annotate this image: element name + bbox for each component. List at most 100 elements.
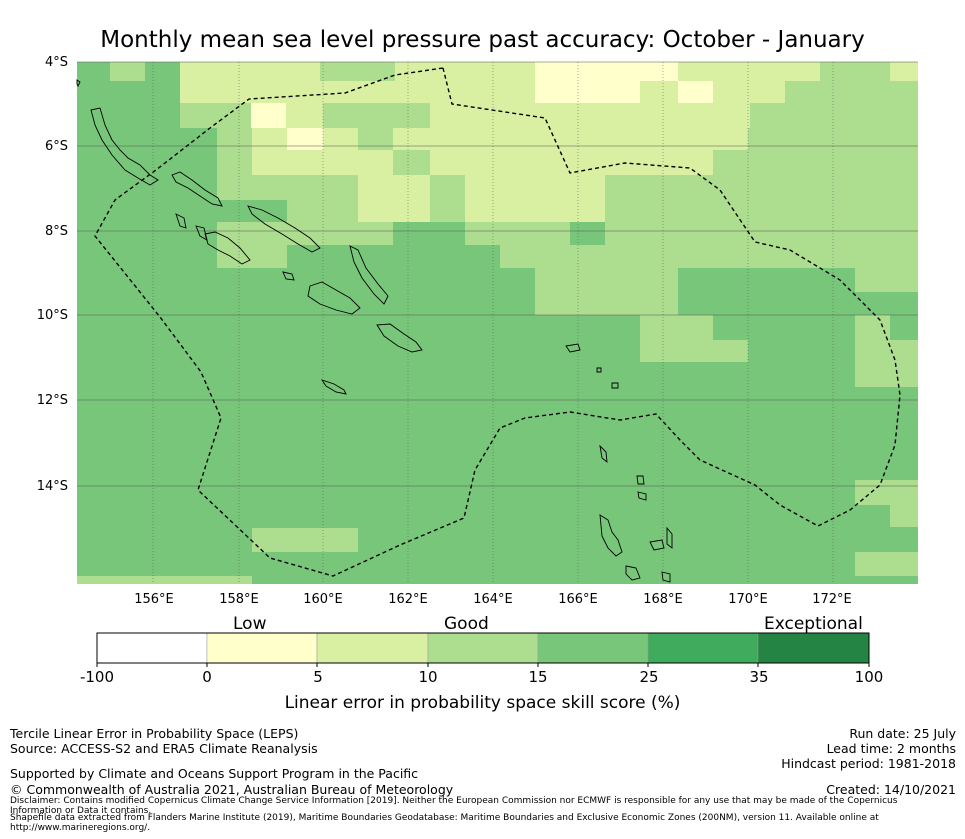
colorbar-tick: 100 [854,668,884,686]
island-outline [637,491,647,501]
island-outline [661,571,671,583]
colorbar-label-good: Good [444,614,489,634]
colorbar [96,632,870,667]
colorbar-frame [96,632,870,664]
lon-label-166e: 166°E [558,592,598,607]
colorbar-segment [316,632,429,664]
lon-label-164e: 164°E [473,592,513,607]
island-outline [565,343,581,353]
island-outline [636,475,645,485]
skill-cell [785,268,855,292]
skill-cell [605,292,678,315]
colorbar-tick: 10 [418,668,438,686]
footer-lead-time: Lead time: 2 months [826,741,956,756]
island-outline [282,271,295,281]
skill-cell [145,62,180,81]
island-outline [599,444,608,464]
footer-created: Created: 14/10/2021 [826,782,956,797]
skill-cell [252,175,287,200]
lon-label-168e: 168°E [643,592,683,607]
island-outline [649,539,665,551]
chart-title: Monthly mean sea level pressure past acc… [100,27,865,53]
skill-cell [500,245,535,268]
skill-cell [430,175,465,222]
colorbar-tick: 5 [313,668,323,686]
skill-cell [287,222,393,245]
skill-cell [820,62,890,81]
disclaimer-line-1: Disclaimer: Contains modified Copernicus… [10,796,898,806]
footer-method: Tercile Linear Error in Probability Spac… [10,726,299,741]
footer-run-date: Run date: 25 July [849,726,956,741]
lat-label-10s: 10°S [36,308,68,323]
skill-cell [358,103,393,150]
skill-cell [890,62,918,81]
footer-source: Source: ACCESS-S2 and ERA5 Climate Reana… [10,741,318,756]
skill-cell [287,128,323,150]
colorbar-segment [427,632,539,664]
island-outline [90,107,159,186]
colorbar-segment [96,632,208,664]
skill-cell [252,528,358,552]
lon-label-158e: 158°E [219,592,259,607]
skill-cell [393,200,430,222]
skill-cell [640,81,678,103]
colorbar-tick: -100 [79,668,115,686]
island-outline [76,79,81,88]
island-outline [599,514,623,557]
colorbar-tick: 35 [749,668,769,686]
skill-cell [217,128,252,175]
skill-grid-cells [77,62,918,584]
skill-cell [320,62,395,81]
lat-label-12s: 12°S [36,393,68,408]
colorbar-segment [647,632,759,664]
skill-cell [750,103,785,128]
skill-cell [855,552,918,576]
island-outline [596,367,602,373]
skill-cell [77,576,252,584]
island-outline [171,171,223,207]
skill-cell [640,340,748,362]
skill-cell [890,505,918,527]
lat-label-8s: 8°S [44,224,68,239]
skill-cell [286,103,323,128]
lon-label-160e: 160°E [303,592,343,607]
skill-cell [358,175,393,222]
skill-cell [890,576,918,584]
eez-boundary [94,67,901,577]
skill-cell [570,175,605,222]
footer-hindcast: Hindcast period: 1981-2018 [781,756,956,771]
skill-cell [855,340,918,387]
island-outline [307,281,361,315]
skill-cell [287,175,358,222]
skill-cell [430,128,748,175]
skill-cell [678,81,713,103]
skill-cell [465,222,570,245]
skill-cell [605,268,678,292]
shapefile-line-1: Shapefile data extracted from Flanders M… [10,813,879,823]
skill-cell [217,222,287,268]
colorbar-tick: 0 [202,668,212,686]
colorbar-tick: 15 [528,668,548,686]
colorbar-tick: 25 [639,668,659,686]
island-outline [611,382,619,389]
skill-cell [430,103,785,128]
skill-cell [678,268,785,292]
skill-cell [785,81,918,128]
footer-supported: Supported by Climate and Oceans Support … [10,766,419,781]
skill-cell [855,505,890,527]
skill-cell [890,315,918,340]
skill-cell [251,103,286,128]
skill-cell [855,315,890,340]
skill-cell [535,245,605,315]
skill-cell [393,150,430,175]
islands [76,79,673,583]
island-outline [204,231,251,265]
skill-cell [217,175,252,200]
lat-label-4s: 4°S [44,55,68,70]
colorbar-label-low: Low [233,614,267,634]
island-outline [625,565,641,581]
lon-label-170e: 170°E [728,592,768,607]
lon-label-162e: 162°E [388,592,428,607]
colorbar-segment [757,632,870,664]
